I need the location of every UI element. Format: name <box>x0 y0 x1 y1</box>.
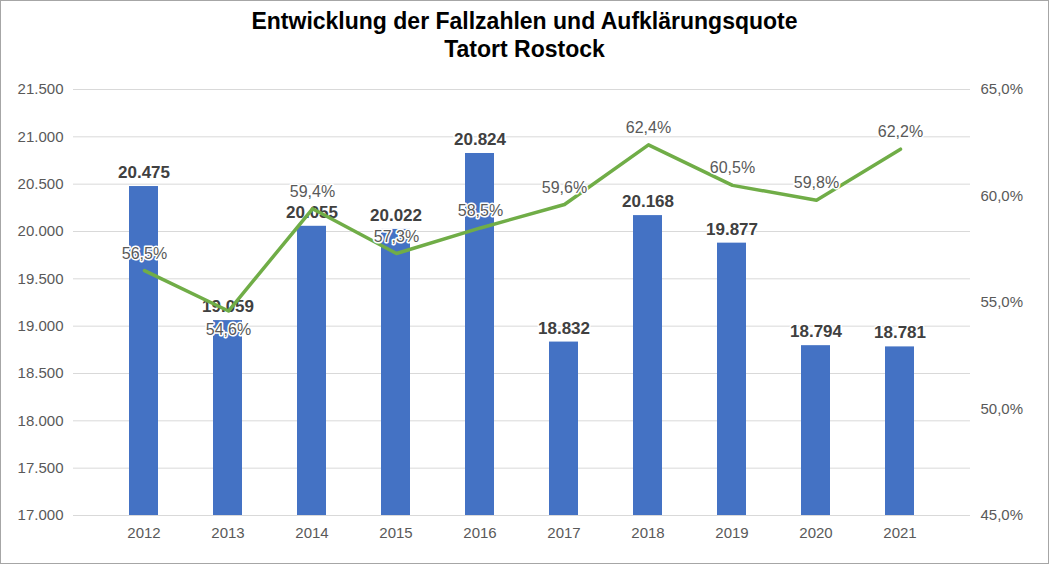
svg-text:20.500: 20.500 <box>18 175 64 192</box>
svg-text:20.824: 20.824 <box>454 130 507 149</box>
svg-text:58,5%: 58,5% <box>458 202 503 219</box>
svg-text:60,5%: 60,5% <box>710 159 755 176</box>
svg-text:20.000: 20.000 <box>18 222 64 239</box>
svg-text:2017: 2017 <box>547 524 580 541</box>
svg-text:20.168: 20.168 <box>622 192 674 211</box>
svg-text:21.500: 21.500 <box>18 80 64 97</box>
svg-text:18.832: 18.832 <box>538 319 590 338</box>
svg-text:2021: 2021 <box>883 524 916 541</box>
svg-text:2019: 2019 <box>715 524 748 541</box>
svg-text:18.500: 18.500 <box>18 364 64 381</box>
svg-text:62,4%: 62,4% <box>626 119 671 136</box>
svg-text:20.022: 20.022 <box>370 206 422 225</box>
svg-text:54,6%: 54,6% <box>206 321 251 338</box>
html-text:Entwicklung der Fallzahlen und: Entwicklung der Fallzahlen und Aufklärun… <box>251 8 798 34</box>
html-text:Tatort Rostock: Tatort Rostock <box>444 36 605 62</box>
svg-text:18.000: 18.000 <box>18 412 64 429</box>
svg-text:57,3%: 57,3% <box>374 228 419 245</box>
svg-text:59,8%: 59,8% <box>794 174 839 191</box>
svg-text:2013: 2013 <box>211 524 244 541</box>
svg-text:2015: 2015 <box>379 524 412 541</box>
svg-text:19.000: 19.000 <box>18 317 64 334</box>
svg-text:2014: 2014 <box>295 524 328 541</box>
svg-text:20.475: 20.475 <box>118 163 170 182</box>
svg-text:19.500: 19.500 <box>18 270 64 287</box>
svg-text:55,0%: 55,0% <box>981 293 1024 310</box>
svg-text:45,0%: 45,0% <box>981 506 1024 523</box>
svg-text:20.055: 20.055 <box>286 203 338 222</box>
svg-text:17.500: 17.500 <box>18 459 64 476</box>
svg-text:2018: 2018 <box>631 524 664 541</box>
svg-text:18.794: 18.794 <box>790 322 843 341</box>
svg-text:17.000: 17.000 <box>18 506 64 523</box>
svg-text:62,2%: 62,2% <box>878 123 923 140</box>
svg-text:60,0%: 60,0% <box>981 187 1024 204</box>
svg-text:19.877: 19.877 <box>706 220 758 239</box>
svg-text:59,6%: 59,6% <box>542 179 587 196</box>
svg-text:18.781: 18.781 <box>874 323 926 342</box>
svg-text:56,5%: 56,5% <box>122 245 167 262</box>
svg-text:59,4%: 59,4% <box>290 183 335 200</box>
svg-text:21.000: 21.000 <box>18 128 64 145</box>
svg-text:2016: 2016 <box>463 524 496 541</box>
svg-text:2012: 2012 <box>127 524 160 541</box>
svg-text:2020: 2020 <box>799 524 832 541</box>
svg-text:19.059: 19.059 <box>202 297 254 316</box>
svg-text:65,0%: 65,0% <box>981 80 1024 97</box>
svg-text:50,0%: 50,0% <box>981 400 1024 417</box>
